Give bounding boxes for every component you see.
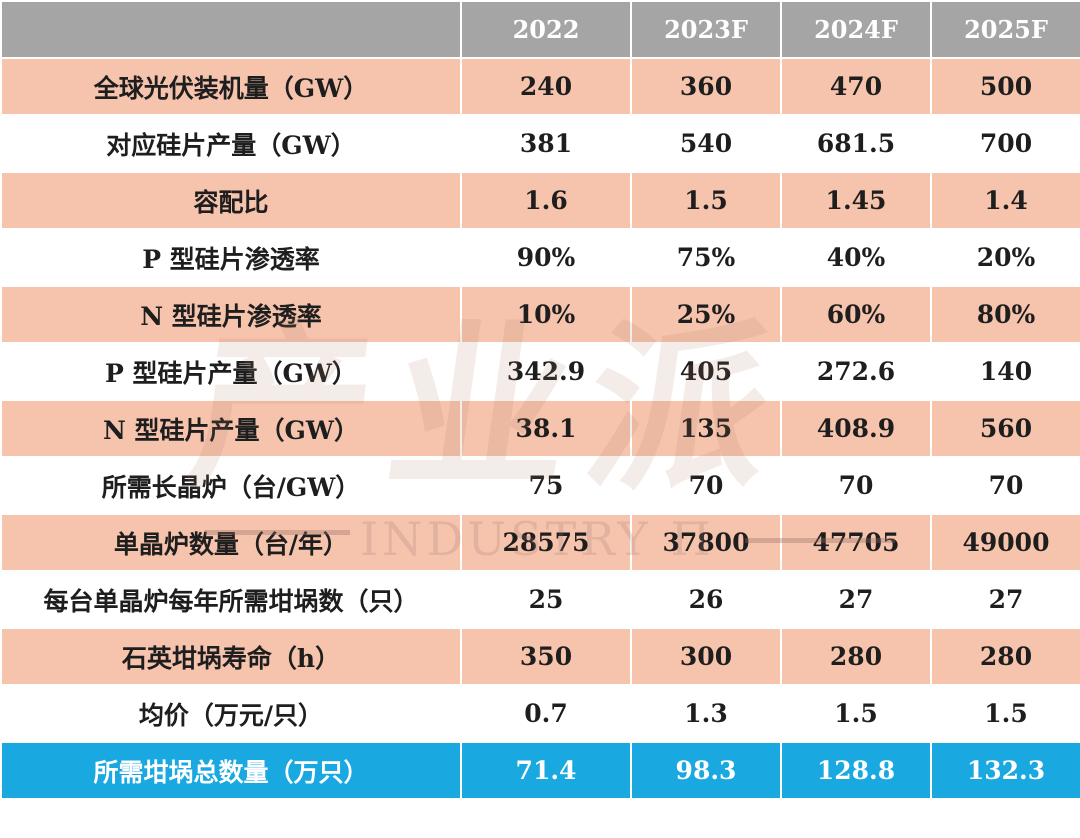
- table-cell: 135: [630, 399, 782, 458]
- row-label: 所需长晶炉（台/GW）: [0, 456, 462, 515]
- total-row: 所需坩埚总数量（万只） 71.4 98.3 128.8 132.3: [0, 741, 1080, 800]
- table-cell: 280: [930, 627, 1080, 686]
- table-cell: 40%: [780, 228, 932, 287]
- data-table-container: 2022 2023F 2024F 2025F 全球光伏装机量（GW） 240 360…: [0, 0, 1080, 800]
- row-label: 所需坩埚总数量（万只）: [0, 741, 462, 800]
- row-label: N 型硅片渗透率: [0, 285, 462, 344]
- table-cell: 70: [930, 456, 1080, 515]
- table-cell: 350: [460, 627, 632, 686]
- row-label: 容配比: [0, 171, 462, 230]
- table-cell: 470: [780, 57, 932, 116]
- table-cell: 0.7: [460, 684, 632, 743]
- table-row: 容配比 1.6 1.5 1.45 1.4: [0, 171, 1080, 230]
- row-label: 每台单晶炉每年所需坩埚数（只）: [0, 570, 462, 629]
- table-body: 全球光伏装机量（GW） 240 360 470 500 对应硅片产量（GW） 381 540 6…: [0, 57, 1080, 800]
- table-cell: 90%: [460, 228, 632, 287]
- table-cell: 300: [630, 627, 782, 686]
- crucible-demand-table: 2022 2023F 2024F 2025F 全球光伏装机量（GW） 240 360…: [0, 0, 1080, 800]
- row-label: 石英坩埚寿命（h）: [0, 627, 462, 686]
- table-cell: 560: [930, 399, 1080, 458]
- table-cell: 26: [630, 570, 782, 629]
- watermark-line-right: [745, 538, 895, 543]
- header-cell-2025f: 2025F: [930, 0, 1080, 59]
- table-cell: 37800: [630, 513, 782, 572]
- table-cell: 140: [930, 342, 1080, 401]
- table-row: 石英坩埚寿命（h） 350 300 280 280: [0, 627, 1080, 686]
- table-cell: 240: [460, 57, 632, 116]
- table-cell: 1.5: [930, 684, 1080, 743]
- row-label: 全球光伏装机量（GW）: [0, 57, 462, 116]
- table-row: P 型硅片渗透率 90% 75% 40% 20%: [0, 228, 1080, 287]
- row-label: P 型硅片产量（GW）: [0, 342, 462, 401]
- table-cell: 540: [630, 114, 782, 173]
- table-cell: 128.8: [780, 741, 932, 800]
- row-label: 对应硅片产量（GW）: [0, 114, 462, 173]
- watermark-line-left: [205, 530, 350, 535]
- table-cell: 71.4: [460, 741, 632, 800]
- row-label: P 型硅片渗透率: [0, 228, 462, 287]
- table-cell: 681.5: [780, 114, 932, 173]
- table-row: 所需长晶炉（台/GW） 75 70 70 70: [0, 456, 1080, 515]
- table-cell: 1.6: [460, 171, 632, 230]
- table-cell: 1.3: [630, 684, 782, 743]
- table-cell: 38.1: [460, 399, 632, 458]
- row-label: 均价（万元/只）: [0, 684, 462, 743]
- table-row: 全球光伏装机量（GW） 240 360 470 500: [0, 57, 1080, 116]
- table-row: N 型硅片渗透率 10% 25% 60% 80%: [0, 285, 1080, 344]
- table-cell: 1.4: [930, 171, 1080, 230]
- table-row: 均价（万元/只） 0.7 1.3 1.5 1.5: [0, 684, 1080, 743]
- table-cell: 381: [460, 114, 632, 173]
- table-row: N 型硅片产量（GW） 38.1 135 408.9 560: [0, 399, 1080, 458]
- row-label: N 型硅片产量（GW）: [0, 399, 462, 458]
- table-cell: 132.3: [930, 741, 1080, 800]
- table-row: 单晶炉数量（台/年） 28575 37800 47705 49000: [0, 513, 1080, 572]
- table-cell: 700: [930, 114, 1080, 173]
- table-cell: 280: [780, 627, 932, 686]
- row-label: 单晶炉数量（台/年）: [0, 513, 462, 572]
- table-cell: 500: [930, 57, 1080, 116]
- table-cell: 49000: [930, 513, 1080, 572]
- table-cell: 47705: [780, 513, 932, 572]
- header-cell: [0, 0, 462, 59]
- table-cell: 408.9: [780, 399, 932, 458]
- table-row: 每台单晶炉每年所需坩埚数（只） 25 26 27 27: [0, 570, 1080, 629]
- table-cell: 60%: [780, 285, 932, 344]
- table-cell: 342.9: [460, 342, 632, 401]
- table-cell: 20%: [930, 228, 1080, 287]
- table-header-row: 2022 2023F 2024F 2025F: [0, 0, 1080, 59]
- header-cell-2022: 2022: [460, 0, 632, 59]
- table-cell: 75: [460, 456, 632, 515]
- table-cell: 70: [630, 456, 782, 515]
- table-cell: 272.6: [780, 342, 932, 401]
- table-cell: 25%: [630, 285, 782, 344]
- table-row: P 型硅片产量（GW） 342.9 405 272.6 140: [0, 342, 1080, 401]
- header-cell-2024f: 2024F: [780, 0, 932, 59]
- table-cell: 405: [630, 342, 782, 401]
- table-cell: 10%: [460, 285, 632, 344]
- table-cell: 70: [780, 456, 932, 515]
- table-cell: 1.45: [780, 171, 932, 230]
- table-cell: 1.5: [630, 171, 782, 230]
- table-cell: 27: [780, 570, 932, 629]
- header-cell-2023f: 2023F: [630, 0, 782, 59]
- table-cell: 75%: [630, 228, 782, 287]
- table-row: 对应硅片产量（GW） 381 540 681.5 700: [0, 114, 1080, 173]
- table-cell: 25: [460, 570, 632, 629]
- table-cell: 28575: [460, 513, 632, 572]
- table-cell: 1.5: [780, 684, 932, 743]
- table-cell: 27: [930, 570, 1080, 629]
- table-cell: 98.3: [630, 741, 782, 800]
- table-cell: 80%: [930, 285, 1080, 344]
- table-cell: 360: [630, 57, 782, 116]
